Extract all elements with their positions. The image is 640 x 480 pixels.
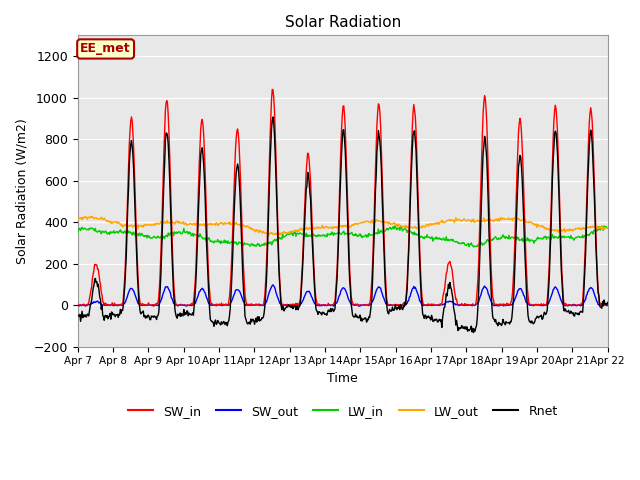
Rnet [470,330,477,336]
Legend: SW_in, SW_out, LW_in, LW_out, Rnet: SW_in, SW_out, LW_in, LW_out, Rnet [123,400,563,423]
SW_out [83,302,91,308]
Line: SW_out: SW_out [77,285,608,306]
SW_out [424,302,431,308]
SW_in [268,86,276,92]
SW_out [192,300,200,306]
Line: LW_in: LW_in [77,226,608,247]
LW_in [407,229,415,235]
SW_in [221,302,228,308]
SW_in [424,301,431,307]
Rnet [192,283,200,289]
LW_in [138,230,146,236]
LW_out [604,225,612,231]
SW_out [220,302,227,308]
SW_out [138,302,146,308]
LW_out [74,215,81,221]
LW_in [192,232,200,238]
Title: Solar Radiation: Solar Radiation [285,15,401,30]
Line: Rnet: Rnet [77,117,608,333]
Rnet [604,300,612,305]
LW_out [193,220,200,226]
LW_in [220,239,227,245]
LW_out [424,222,431,228]
LW_in [600,223,608,229]
SW_in [74,302,82,308]
LW_out [139,223,147,228]
SW_out [269,282,277,288]
SW_out [604,302,612,308]
LW_out [87,213,95,219]
LW_in [74,229,81,235]
Rnet [220,319,227,324]
Rnet [408,163,415,168]
LW_out [83,216,91,222]
SW_out [408,286,416,292]
SW_out [356,303,364,309]
Rnet [269,114,277,120]
Rnet [74,312,81,318]
LW_in [470,244,477,250]
LW_in [422,234,430,240]
Line: LW_out: LW_out [77,216,608,235]
Line: SW_in: SW_in [77,89,608,305]
LW_in [604,225,612,231]
LW_out [265,232,273,238]
LW_out [408,225,416,231]
LW_out [221,220,228,226]
SW_in [84,301,92,307]
Y-axis label: Solar Radiation (W/m2): Solar Radiation (W/m2) [15,118,28,264]
SW_in [139,301,147,307]
LW_in [83,227,91,232]
Rnet [83,312,91,317]
SW_in [604,301,612,307]
Rnet [423,313,431,319]
Text: EE_met: EE_met [80,42,131,56]
Rnet [138,310,146,315]
SW_in [408,124,416,130]
SW_in [74,300,81,306]
SW_in [193,252,200,258]
SW_out [74,303,81,309]
X-axis label: Time: Time [327,372,358,385]
